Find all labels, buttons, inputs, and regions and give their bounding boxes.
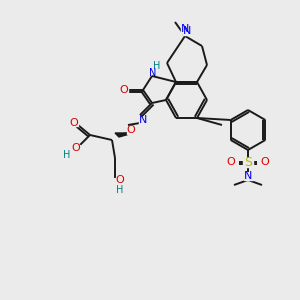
Text: N: N <box>181 24 189 34</box>
Text: O: O <box>127 125 135 135</box>
Bar <box>139 116 148 124</box>
Text: H: H <box>63 150 71 160</box>
Bar <box>243 158 253 166</box>
Text: O: O <box>120 85 128 95</box>
Text: O: O <box>226 157 236 167</box>
Bar <box>70 120 78 126</box>
Bar <box>116 177 124 183</box>
Bar <box>72 145 80 151</box>
Bar <box>260 158 269 166</box>
Text: N: N <box>183 26 191 36</box>
Bar <box>127 127 136 134</box>
Bar <box>244 172 253 179</box>
Polygon shape <box>115 133 133 137</box>
Text: N: N <box>149 68 157 78</box>
Text: O: O <box>116 175 124 185</box>
Text: O: O <box>70 118 78 128</box>
Bar <box>226 158 236 166</box>
Text: N: N <box>139 115 147 125</box>
Bar <box>150 64 160 72</box>
Text: H: H <box>153 61 161 71</box>
Bar <box>182 28 191 34</box>
Bar <box>181 26 190 32</box>
Text: S: S <box>244 155 252 169</box>
Text: O: O <box>261 157 269 167</box>
Text: H: H <box>116 185 124 195</box>
Bar <box>120 86 128 94</box>
Text: N: N <box>244 171 252 181</box>
Text: O: O <box>72 143 80 153</box>
